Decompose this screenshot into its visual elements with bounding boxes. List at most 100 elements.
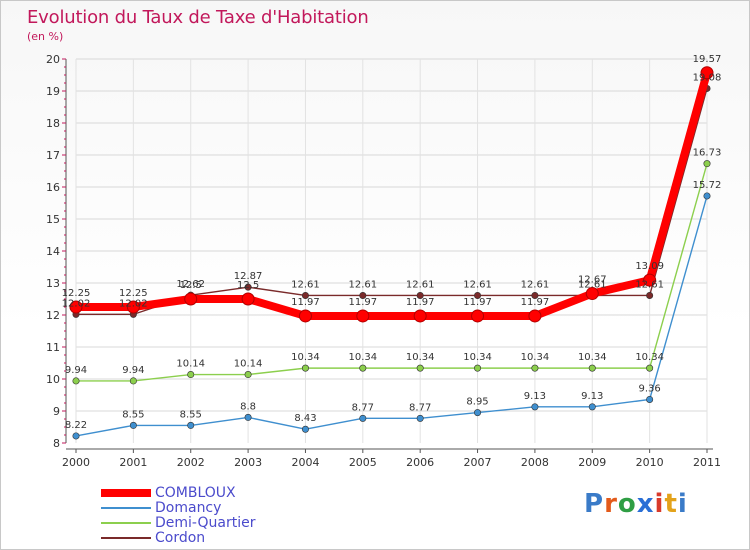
data-point bbox=[187, 421, 195, 429]
x-tick-label: 2000 bbox=[62, 456, 90, 469]
data-label: 12.61 bbox=[348, 279, 377, 290]
data-point bbox=[703, 160, 711, 168]
data-point bbox=[416, 291, 424, 299]
data-label: 11.97 bbox=[463, 297, 492, 308]
data-label: 8.43 bbox=[294, 413, 316, 424]
data-point bbox=[298, 309, 312, 323]
legend-swatch bbox=[101, 488, 151, 497]
data-point bbox=[531, 364, 539, 372]
x-tick-label: 2005 bbox=[349, 456, 377, 469]
data-label: 12.25 bbox=[119, 288, 148, 299]
series-line-demi-quartier bbox=[76, 163, 708, 382]
data-point bbox=[585, 287, 599, 301]
legend-label: Demi-Quartier bbox=[155, 514, 256, 531]
data-label: 10.34 bbox=[635, 352, 664, 363]
data-point bbox=[244, 283, 252, 291]
series-line-domancy bbox=[75, 195, 708, 437]
data-point bbox=[126, 300, 140, 314]
data-point bbox=[643, 273, 657, 287]
x-tick-label: 2008 bbox=[521, 456, 549, 469]
data-point bbox=[129, 377, 137, 385]
data-label: 11.97 bbox=[406, 297, 435, 308]
data-point bbox=[129, 421, 137, 429]
y-tick-label: 18 bbox=[46, 117, 60, 130]
data-point bbox=[72, 377, 80, 385]
data-point bbox=[413, 309, 427, 323]
data-label: 19.08 bbox=[693, 72, 722, 83]
y-tick-label: 10 bbox=[46, 373, 60, 386]
data-point bbox=[69, 300, 83, 314]
y-tick-label: 12 bbox=[46, 309, 60, 322]
data-point bbox=[416, 414, 424, 422]
data-point bbox=[646, 364, 654, 372]
data-label: 9.36 bbox=[639, 383, 661, 394]
data-label: 10.14 bbox=[176, 359, 205, 370]
x-tick-label: 2002 bbox=[177, 456, 205, 469]
x-tick-label: 2004 bbox=[291, 456, 319, 469]
x-tick-label: 2001 bbox=[119, 456, 147, 469]
data-point bbox=[241, 292, 255, 306]
data-label: 10.34 bbox=[463, 352, 492, 363]
data-label: 10.14 bbox=[234, 359, 263, 370]
data-label: 10.34 bbox=[348, 352, 377, 363]
data-point bbox=[359, 364, 367, 372]
data-point bbox=[301, 364, 309, 372]
data-label: 12.87 bbox=[234, 271, 263, 282]
data-label: 8.8 bbox=[240, 401, 256, 412]
data-label: 10.34 bbox=[578, 352, 607, 363]
legend-item-cordon: Cordon bbox=[101, 529, 255, 546]
data-point bbox=[359, 414, 367, 422]
data-label: 10.34 bbox=[406, 352, 435, 363]
data-label: 12.62 bbox=[176, 279, 205, 290]
y-tick-label: 15 bbox=[46, 213, 60, 226]
data-label: 15.72 bbox=[693, 180, 722, 191]
data-point bbox=[244, 371, 252, 379]
data-point bbox=[474, 291, 482, 299]
y-tick-label: 8 bbox=[53, 437, 60, 450]
data-label: 12.5 bbox=[180, 280, 202, 291]
x-tick-label: 2011 bbox=[693, 456, 721, 469]
data-point bbox=[646, 291, 654, 299]
data-point bbox=[471, 309, 485, 323]
data-label: 12.67 bbox=[578, 275, 607, 286]
proxiti-logo: Proxiti bbox=[584, 489, 688, 519]
y-tick-label: 17 bbox=[46, 149, 60, 162]
data-point bbox=[528, 309, 542, 323]
x-tick-label: 2010 bbox=[636, 456, 664, 469]
data-point bbox=[703, 192, 711, 200]
data-label: 9.13 bbox=[581, 391, 603, 402]
y-tick-label: 19 bbox=[46, 85, 60, 98]
data-label: 12.25 bbox=[62, 288, 91, 299]
legend: COMBLOUX Domancy Demi-Quartier Cordon bbox=[101, 485, 256, 546]
data-point bbox=[474, 364, 482, 372]
y-tick-label: 20 bbox=[46, 53, 60, 66]
data-label: 12.61 bbox=[406, 279, 435, 290]
data-label: 11.97 bbox=[291, 297, 320, 308]
legend-label: Cordon bbox=[155, 529, 206, 546]
data-point bbox=[301, 291, 309, 299]
data-point bbox=[531, 291, 539, 299]
legend-swatch bbox=[101, 506, 151, 509]
chart-title: Evolution du Taux de Taxe d'Habitation bbox=[27, 7, 369, 28]
legend-item-combloux: COMBLOUX bbox=[101, 485, 255, 501]
data-label: 9.13 bbox=[524, 391, 546, 402]
data-point bbox=[72, 432, 80, 440]
x-tick-label: 2003 bbox=[234, 456, 262, 469]
data-label: 12.61 bbox=[291, 279, 320, 290]
legend-swatch bbox=[101, 536, 151, 539]
data-label: 19.57 bbox=[693, 54, 722, 65]
data-label: 12.61 bbox=[578, 279, 607, 290]
data-point bbox=[301, 425, 309, 433]
y-tick-label: 14 bbox=[46, 245, 60, 258]
y-tick-label: 11 bbox=[46, 341, 60, 354]
data-point bbox=[700, 66, 714, 80]
y-tick-label: 9 bbox=[53, 405, 60, 418]
data-label: 12.02 bbox=[62, 298, 91, 309]
data-label: 13.09 bbox=[635, 261, 664, 272]
data-label: 8.77 bbox=[409, 402, 431, 413]
legend-label: Domancy bbox=[155, 499, 222, 516]
legend-item-demi-quartier: Demi-Quartier bbox=[101, 514, 256, 531]
series-line-cordon bbox=[76, 88, 708, 316]
